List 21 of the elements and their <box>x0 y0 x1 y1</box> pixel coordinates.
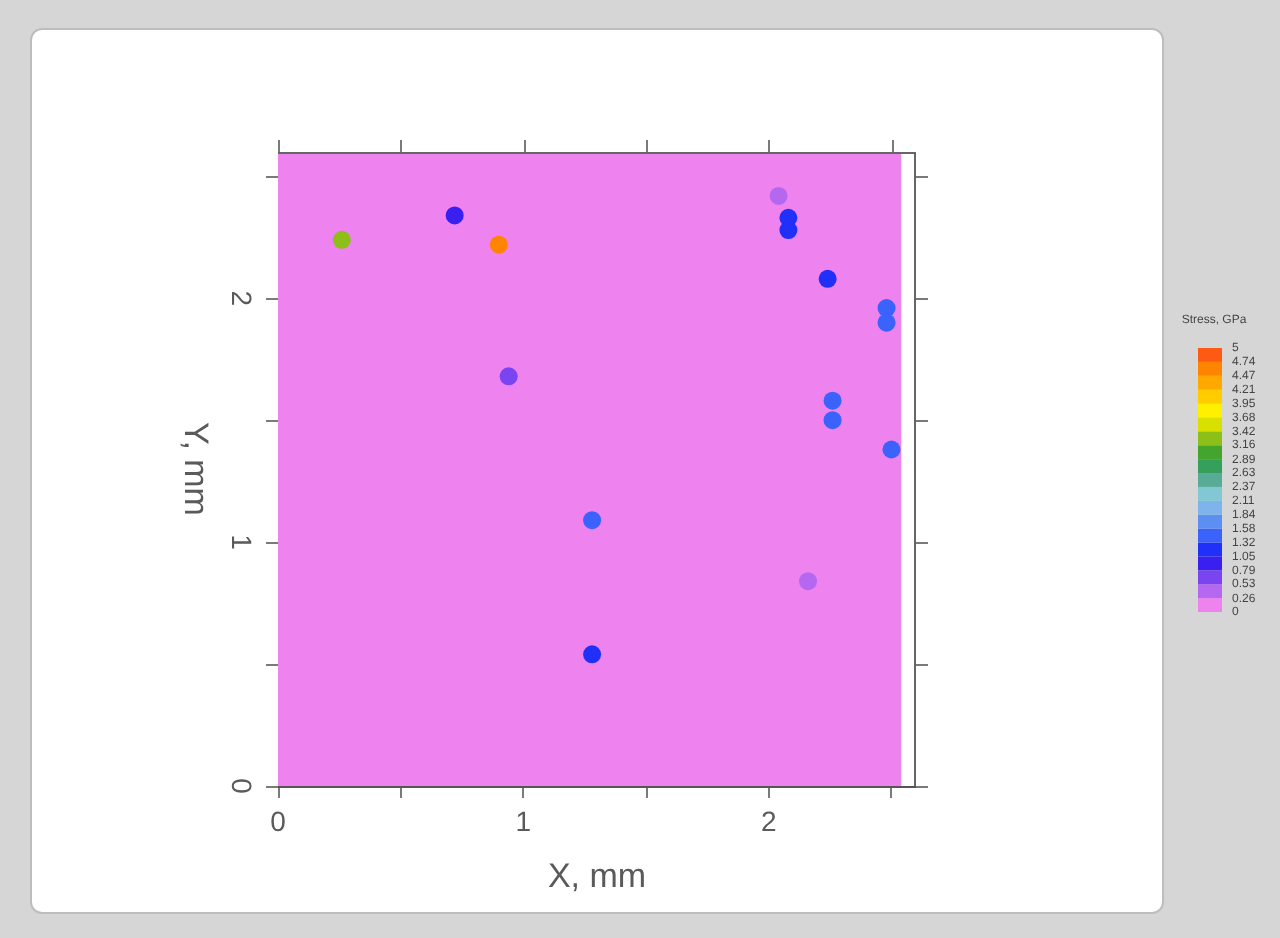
y-tick-label: 1 <box>226 534 259 551</box>
y-axis-title: Y, mm <box>176 422 215 516</box>
point <box>877 313 896 332</box>
point <box>445 206 464 225</box>
point <box>823 391 842 410</box>
point <box>769 186 788 205</box>
point <box>823 411 842 430</box>
y-tick-label: 2 <box>226 290 259 307</box>
x-axis-title: X, mm <box>547 856 647 895</box>
point <box>818 269 837 288</box>
point <box>799 572 818 591</box>
point <box>583 511 602 530</box>
y-tick-label: 0 <box>226 778 259 795</box>
point <box>332 230 351 249</box>
point <box>583 645 602 664</box>
point <box>499 367 518 386</box>
point <box>489 235 508 254</box>
x-tick-label: 2 <box>760 804 777 837</box>
x-tick-label: 0 <box>270 804 287 837</box>
point <box>882 440 901 459</box>
x-tick-label: 1 <box>515 804 532 837</box>
